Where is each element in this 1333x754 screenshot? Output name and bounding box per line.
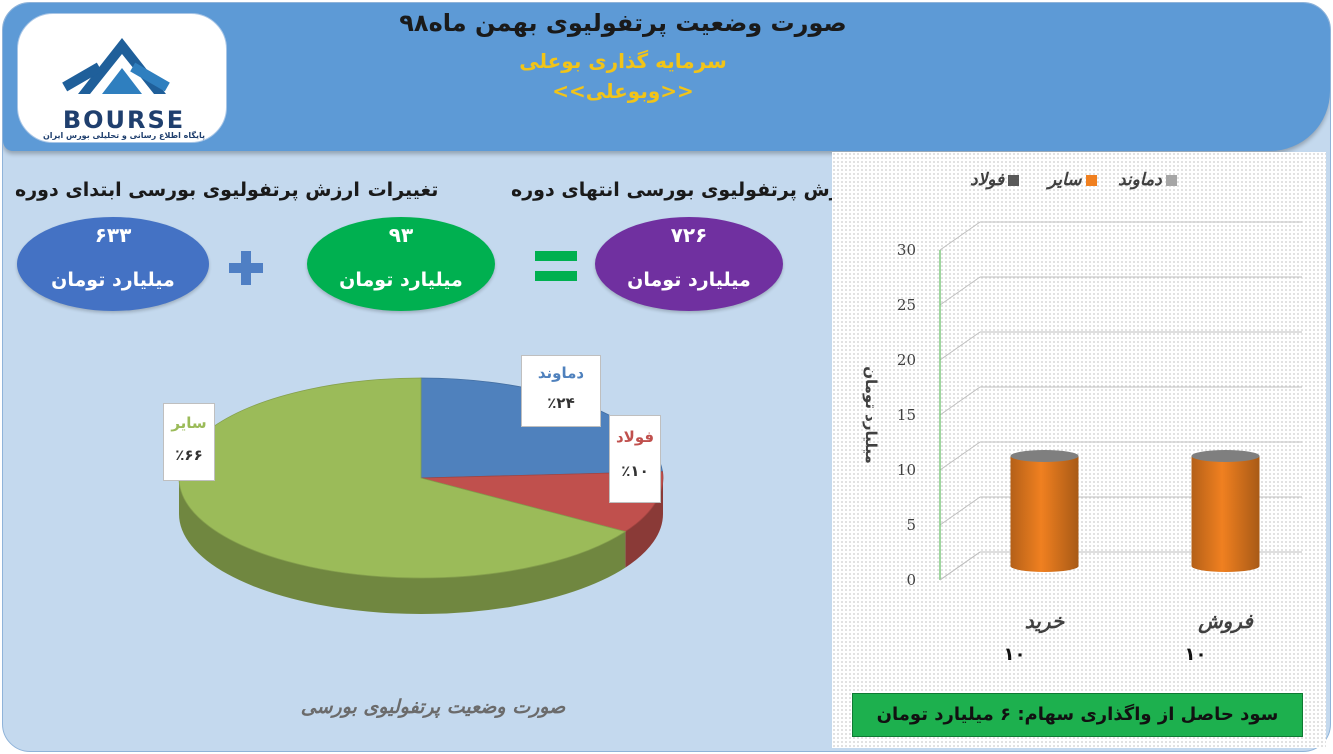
header-banner: BOURSE پایگاه اطلاع رسانی و تحلیلی بورس … — [3, 3, 1330, 151]
change-unit: میلیارد تومان — [339, 269, 463, 291]
pie-caption: صورت وضعیت پرتفولیوی بورسی — [300, 696, 566, 718]
pie-label-damavand-name: دماوند — [537, 364, 585, 382]
pie-slice-2 — [178, 377, 627, 579]
start-value-label: ارزش پرتفولیوی بورسی ابتدای دوره — [15, 179, 360, 201]
x-value-0: ۱۰ — [1004, 644, 1026, 665]
pie-label-sayer-value: ٪۶۶ — [175, 446, 203, 464]
end-value-number: ۷۲۶ — [670, 223, 708, 247]
company-name: سرمایه گذاری بوعلی — [519, 49, 727, 73]
bar-1-1 — [1191, 456, 1260, 572]
end-value-label: ارزش پرتفولیوی بورسی انتهای دوره — [511, 179, 859, 201]
bar-top-0-1 — [1010, 450, 1079, 462]
grid-side-4 — [939, 331, 981, 361]
floor-side — [939, 551, 981, 581]
change-number: ۹۳ — [388, 223, 414, 247]
legend-label-sayer: سایر — [1048, 170, 1082, 190]
plus-icon — [229, 251, 263, 285]
x-value-1: ۱۰ — [1185, 644, 1207, 665]
end-value-ellipse: ۷۲۶ میلیارد تومان — [595, 217, 783, 311]
legend-swatch-sayer — [1085, 174, 1097, 186]
start-value-number: ۶۳۳ — [94, 223, 132, 247]
change-ellipse: ۹۳ میلیارد تومان — [307, 217, 495, 311]
page-title: صورت وضعیت پرتفولیوی بهمن ماه۹۸ — [399, 9, 847, 37]
bar-chart-panel — [832, 152, 1326, 748]
logo-subtitle: پایگاه اطلاع رسانی و تحلیلی بورس ایران — [42, 131, 206, 140]
pie-side-1-0 — [625, 478, 663, 568]
legend-item-damavand: دماوند — [1118, 170, 1177, 190]
y-tick-6: 30 — [897, 241, 916, 259]
pie-label-sayer: سایر ٪۶۶ — [163, 403, 215, 481]
grid-side-2 — [939, 441, 981, 471]
trade-bar-chart: 0 5 10 15 20 25 30 میلیارد تومان خرید ۱۰ فروش ۱۰ — [862, 221, 1302, 665]
grid-side-6 — [939, 221, 981, 251]
legend-swatch-foolad — [1008, 174, 1020, 186]
start-value-ellipse: ۶۳۳ میلیارد تومان — [17, 217, 209, 311]
legend-label-foolad: فولاد — [970, 170, 1005, 190]
bar-0-1 — [1010, 456, 1079, 572]
pie-label-foolad-value: ٪۱۰ — [621, 462, 649, 480]
y-tick-5: 25 — [897, 296, 916, 314]
legend-item-foolad: فولاد — [970, 170, 1020, 190]
grid-side-1 — [939, 496, 981, 526]
bar-top-1-1 — [1191, 450, 1260, 462]
pie-label-damavand-value: ٪۲۴ — [547, 394, 575, 412]
grid-side-3 — [939, 386, 981, 416]
pie-label-damavand: دماوند ٪۲۴ — [521, 355, 601, 427]
profit-banner: سود حاصل از واگذاری سهام: ۶ میلیارد توما… — [852, 693, 1303, 737]
end-value-unit: میلیارد تومان — [627, 269, 751, 291]
y-tick-1: 5 — [906, 516, 916, 534]
legend-swatch-damavand — [1165, 174, 1177, 186]
pie-label-sayer-name: سایر — [171, 414, 207, 432]
logo: BOURSE پایگاه اطلاع رسانی و تحلیلی بورس … — [17, 13, 227, 143]
portfolio-pie-chart — [178, 377, 664, 614]
y-tick-0: 0 — [906, 571, 916, 589]
y-axis-label: میلیارد تومان — [862, 366, 880, 464]
pie-side-2-0 — [179, 478, 626, 614]
legend-label-damavand: دماوند — [1118, 170, 1162, 190]
change-label: تغییرات — [367, 179, 439, 201]
y-tick-2: 10 — [897, 461, 916, 479]
logo-word: BOURSE — [62, 106, 186, 134]
ticker-name: <<وبوعلی>> — [552, 79, 694, 103]
pie-label-foolad-name: فولاد — [615, 428, 655, 446]
start-value-unit: میلیارد تومان — [51, 269, 175, 291]
pie-label-foolad: فولاد ٪۱۰ — [609, 415, 661, 503]
x-tick-1: فروش — [1197, 609, 1254, 634]
legend-item-sayer: سایر — [1048, 170, 1097, 190]
y-tick-3: 15 — [897, 406, 916, 424]
grid-side-5 — [939, 276, 981, 306]
y-tick-4: 20 — [897, 351, 916, 369]
bourse-logo-icon — [62, 38, 170, 94]
x-tick-0: خرید — [1025, 609, 1065, 634]
equals-icon — [535, 251, 577, 281]
